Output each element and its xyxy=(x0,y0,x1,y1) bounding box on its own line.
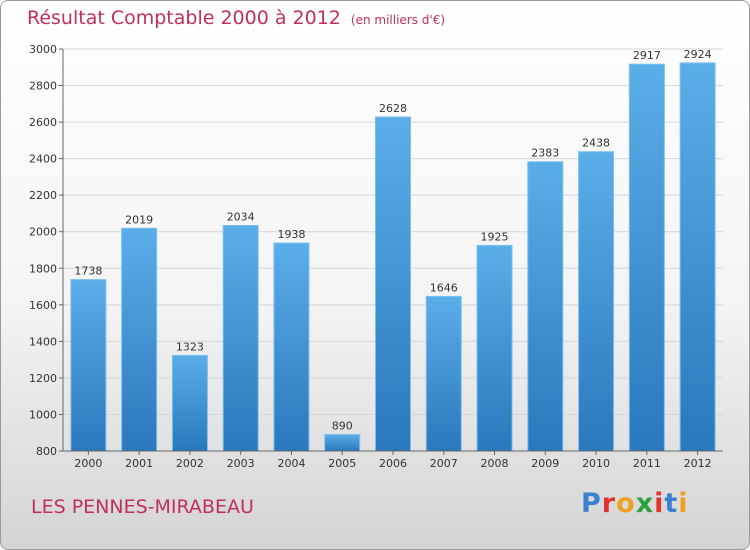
bars: 1738 2019 1323 2034 1938 890 2628 1646 1925 2383 2… xyxy=(70,48,716,452)
bar xyxy=(273,242,310,452)
x-tick-label: 2005 xyxy=(328,457,356,470)
x-tick-label: 2008 xyxy=(481,457,509,470)
y-tick-label: 2200 xyxy=(29,189,57,202)
x-tick-label: 2011 xyxy=(633,457,661,470)
bar-value-label: 1938 xyxy=(277,228,305,241)
bar xyxy=(324,434,361,452)
logo-letter: o xyxy=(616,488,636,519)
bar-value-label: 2019 xyxy=(125,213,153,226)
bar-value-label: 890 xyxy=(332,420,353,433)
x-tick-label: 2012 xyxy=(684,457,712,470)
x-tick-label: 2000 xyxy=(74,457,102,470)
bar-value-label: 1323 xyxy=(176,340,204,353)
bar xyxy=(679,62,716,452)
bar xyxy=(476,244,513,452)
x-tick-label: 2007 xyxy=(430,457,458,470)
bar-value-label: 1925 xyxy=(481,230,509,243)
bar xyxy=(375,116,411,452)
y-tick-label: 1600 xyxy=(29,299,57,312)
logo-letter: P xyxy=(581,488,602,519)
logo-letter: i xyxy=(654,488,665,519)
y-tick-label: 1000 xyxy=(29,408,57,421)
logo-letter: x xyxy=(635,488,655,519)
x-tick-label: 2004 xyxy=(277,457,305,470)
bar-value-label: 2924 xyxy=(684,48,712,61)
bar-value-label: 2438 xyxy=(582,137,610,150)
logo-letter: i xyxy=(678,488,689,519)
bar xyxy=(578,151,615,452)
bar-value-label: 2034 xyxy=(227,211,255,224)
y-tick-label: 2000 xyxy=(29,226,57,239)
y-tick-label: 800 xyxy=(36,445,57,458)
y-tick-label: 1400 xyxy=(29,335,57,348)
bar-value-label: 2917 xyxy=(633,49,661,62)
x-tick-label: 2003 xyxy=(227,457,255,470)
bar xyxy=(222,225,259,452)
bar xyxy=(171,354,208,452)
bar-value-label: 1738 xyxy=(74,265,102,278)
y-tick-label: 1200 xyxy=(29,372,57,385)
x-tick-label: 2006 xyxy=(379,457,407,470)
y-tick-label: 2800 xyxy=(29,80,57,93)
proxiti-logo: Proxiti xyxy=(581,488,689,519)
axes: 800 1000 1200 1400 1600 1800 2000 2200 2400 2600 2… xyxy=(29,43,723,470)
x-tick-label: 2001 xyxy=(125,457,153,470)
bar-value-label: 2628 xyxy=(379,102,407,115)
x-tick-label: 2010 xyxy=(582,457,610,470)
bar xyxy=(70,279,107,452)
commune-name: LES PENNES-MIRABEAU xyxy=(31,496,254,518)
logo-letter: t xyxy=(664,488,679,519)
chart-title-block: Résultat Comptable 2000 à 2012 (en millie… xyxy=(27,7,445,29)
bar-value-label: 1646 xyxy=(430,281,458,294)
bar xyxy=(628,63,665,452)
bar xyxy=(425,295,462,452)
x-tick-label: 2009 xyxy=(531,457,559,470)
chart-unit: (en milliers d'€) xyxy=(350,13,446,27)
bar xyxy=(121,227,158,452)
bar-value-label: 2383 xyxy=(531,147,559,160)
x-tick-label: 2002 xyxy=(176,457,204,470)
bar xyxy=(527,161,564,452)
y-tick-label: 1800 xyxy=(29,262,57,275)
logo-letter: r xyxy=(601,488,617,519)
y-tick-label: 3000 xyxy=(29,43,57,56)
y-tick-label: 2600 xyxy=(29,116,57,129)
y-tick-label: 2400 xyxy=(29,153,57,166)
chart-title: Résultat Comptable 2000 à 2012 xyxy=(27,7,341,29)
